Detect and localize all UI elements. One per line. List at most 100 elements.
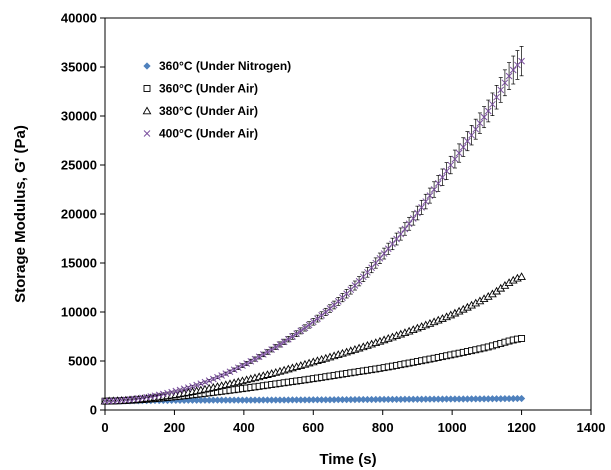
data-point <box>197 380 205 387</box>
legend-label: 380°C (Under Air) <box>159 104 258 118</box>
data-point <box>414 209 421 217</box>
legend-label: 360°C (Under Nitrogen) <box>159 59 291 73</box>
x-tick-label: 1200 <box>507 420 536 435</box>
data-point <box>480 113 488 121</box>
data-point <box>517 272 526 280</box>
data-point <box>509 66 517 74</box>
data-point <box>314 315 321 322</box>
y-tick-label: 10000 <box>61 305 97 320</box>
data-point <box>243 360 250 367</box>
data-point <box>518 57 525 65</box>
data-point <box>447 161 455 169</box>
data-point <box>451 155 459 163</box>
data-point <box>176 386 184 394</box>
data-point <box>409 215 417 222</box>
y-tick-label: 40000 <box>61 11 97 26</box>
data-point <box>259 351 267 358</box>
data-point <box>455 149 463 157</box>
data-point <box>209 375 217 383</box>
legend-marker <box>142 106 152 115</box>
y-axis-title: Storage Modulus, G' (Pa) <box>12 125 29 303</box>
series-4 <box>101 46 525 405</box>
data-point <box>318 311 325 319</box>
data-point <box>155 391 163 399</box>
data-point <box>289 333 296 340</box>
y-tick-label: 20000 <box>61 207 97 222</box>
data-point <box>309 318 317 326</box>
data-point <box>264 348 271 356</box>
data-point <box>468 131 475 139</box>
legend-item-3: 380°C (Under Air) <box>142 104 258 118</box>
data-point <box>434 180 442 187</box>
data-point <box>322 308 330 316</box>
legend-marker <box>143 62 151 70</box>
data-point <box>284 335 292 343</box>
data-point <box>439 173 446 181</box>
legend-item-1: 360°C (Under Nitrogen) <box>143 59 291 73</box>
data-point <box>230 366 238 374</box>
y-tick-label: 25000 <box>61 158 97 173</box>
y-axis: 0 5000 10000 15000 20000 25000 30000 35000 40000 <box>61 11 105 418</box>
data-point <box>401 225 409 233</box>
data-point <box>301 324 309 332</box>
y-tick-label: 0 <box>90 403 97 418</box>
legend-item-4: 400°C (Under Air) <box>143 127 258 141</box>
data-point <box>484 107 492 115</box>
data-point <box>464 137 471 145</box>
x-tick-label: 1000 <box>438 420 467 435</box>
data-point <box>172 387 180 395</box>
x-axis: 0 200 400 600 800 1000 1200 1400 <box>101 410 605 435</box>
data-point <box>297 327 305 335</box>
series-3 <box>100 272 526 405</box>
data-point <box>489 100 496 108</box>
series-2 <box>101 335 526 405</box>
data-point <box>159 390 167 398</box>
data-point <box>276 341 284 348</box>
data-point <box>226 368 234 376</box>
data-point <box>272 343 280 351</box>
data-point <box>268 346 275 353</box>
data-point <box>397 230 405 238</box>
data-point <box>239 362 246 369</box>
data-point <box>405 220 413 228</box>
data-point <box>218 372 225 379</box>
data-point <box>518 335 526 342</box>
data-point <box>280 338 288 346</box>
data-point <box>201 378 209 386</box>
data-point <box>234 364 242 372</box>
legend-label: 400°C (Under Air) <box>159 127 258 141</box>
x-tick-label: 400 <box>233 420 255 435</box>
data-point <box>214 373 221 381</box>
legend-item-2: 360°C (Under Air) <box>143 82 258 96</box>
data-point <box>418 204 425 211</box>
data-point <box>393 235 400 243</box>
data-point <box>476 119 484 127</box>
data-point <box>247 357 255 365</box>
y-tick-label: 5000 <box>68 354 97 369</box>
data-point <box>184 384 192 391</box>
data-point <box>389 240 396 248</box>
data-point <box>189 382 196 390</box>
data-point <box>193 381 200 389</box>
x-tick-label: 0 <box>101 420 108 435</box>
x-axis-title: Time (s) <box>319 451 376 468</box>
data-point <box>430 186 438 193</box>
data-point <box>505 72 513 80</box>
data-point <box>251 355 259 363</box>
legend-marker <box>143 130 151 137</box>
data-point <box>205 377 213 384</box>
x-tick-label: 1400 <box>577 420 606 435</box>
legend: 360°C (Under Nitrogen) 360°C (Under Air) 3… <box>142 59 291 141</box>
legend-label: 360°C (Under Air) <box>159 82 258 96</box>
data-point <box>497 86 505 94</box>
data-point <box>426 192 434 199</box>
data-point <box>222 370 230 377</box>
data-point <box>493 93 500 101</box>
data-point <box>422 198 430 205</box>
series-layer <box>100 46 526 405</box>
data-point <box>443 167 450 175</box>
data-point <box>164 389 171 397</box>
data-point <box>180 385 188 393</box>
y-tick-label: 35000 <box>61 60 97 75</box>
